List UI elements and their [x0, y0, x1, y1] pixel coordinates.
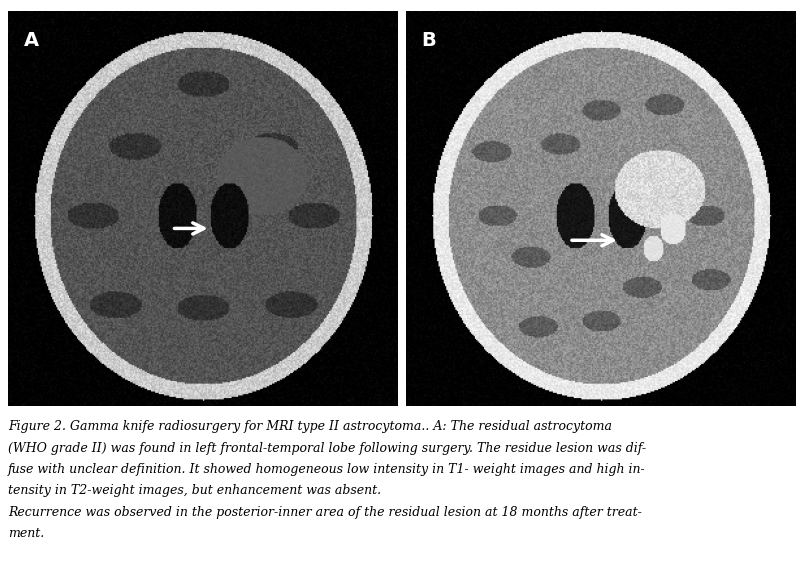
Text: fuse with unclear definition. It showed homogeneous low intensity in T1- weight : fuse with unclear definition. It showed … [8, 463, 645, 476]
Text: Recurrence was observed in the posterior-inner area of the residual lesion at 18: Recurrence was observed in the posterior… [8, 506, 641, 519]
Text: tensity in T2-weight images, but enhancement was absent.: tensity in T2-weight images, but enhance… [8, 484, 381, 497]
Text: B: B [420, 31, 435, 50]
Text: A: A [23, 31, 38, 50]
Text: Figure 2. Gamma knife radiosurgery for MRI type II astrocytoma.. A: The residual: Figure 2. Gamma knife radiosurgery for M… [8, 420, 611, 433]
Text: ment.: ment. [8, 527, 44, 540]
Text: (WHO grade II) was found in left frontal-temporal lobe following surgery. The re: (WHO grade II) was found in left frontal… [8, 442, 646, 455]
